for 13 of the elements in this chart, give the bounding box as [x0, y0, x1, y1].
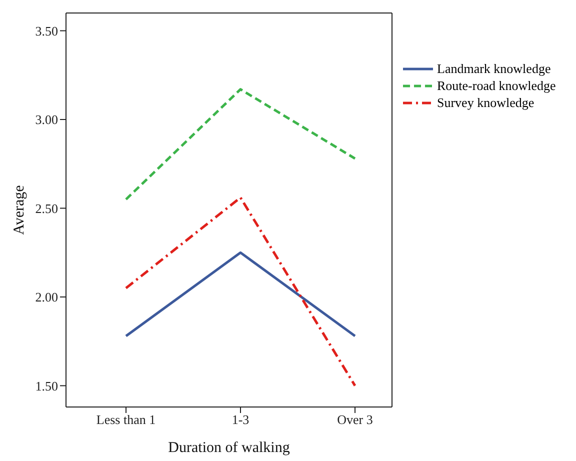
x-tick-label: 1-3: [232, 412, 250, 428]
x-tick-label: Less than 1: [96, 412, 156, 428]
x-axis-title: Duration of walking: [168, 440, 290, 456]
y-tick-label: 3.00: [35, 112, 58, 128]
y-tick-label: 3.50: [35, 23, 58, 38]
y-tick-label: 2.50: [35, 200, 58, 216]
legend-label: Landmark knowledge: [437, 60, 551, 76]
y-axis-title: Average: [11, 184, 28, 235]
legend-label: Route-road knowledge: [437, 78, 556, 94]
legend-label: Survey knowledge: [437, 94, 534, 110]
y-tick-label: 1.50: [35, 378, 58, 394]
x-tick-label: Over 3: [337, 412, 373, 428]
y-tick-label: 2.00: [35, 290, 58, 305]
